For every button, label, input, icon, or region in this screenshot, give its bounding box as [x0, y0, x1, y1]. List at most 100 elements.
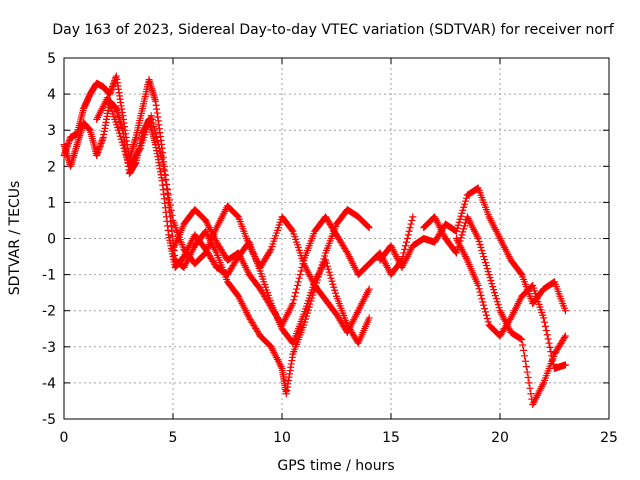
data-point-marker [150, 123, 158, 131]
y-tick-label: -1 [42, 268, 56, 284]
data-point-marker [476, 241, 484, 249]
data-point-marker [474, 281, 482, 289]
data-point-marker [452, 227, 460, 235]
grid-lines [64, 58, 609, 419]
data-point-marker [151, 126, 159, 134]
data-point-marker [546, 343, 554, 351]
data-point-marker [406, 224, 414, 232]
series-trace-c [93, 94, 373, 336]
data-point-marker [164, 191, 172, 199]
data-point-marker [493, 298, 501, 306]
data-point-marker [461, 219, 469, 227]
data-point-marker [541, 322, 549, 330]
data-point-marker [298, 263, 306, 271]
y-tick-label: -3 [42, 340, 56, 356]
y-tick-label: 4 [47, 87, 56, 103]
data-point-marker [517, 335, 525, 343]
data-point-marker [323, 262, 331, 270]
data-point-marker [486, 274, 494, 282]
x-tick-label: 25 [600, 430, 618, 446]
data-point-marker [153, 133, 161, 141]
data-point-marker [561, 332, 569, 340]
data-point-marker [481, 259, 489, 267]
data-point-marker [325, 268, 333, 276]
data-point-marker [453, 246, 461, 254]
data-point-marker [365, 285, 373, 293]
data-point-marker [458, 209, 466, 217]
data-point-marker [407, 220, 415, 228]
data-point-marker [457, 212, 465, 220]
data-point-marker [521, 357, 529, 365]
data-point-marker [116, 132, 124, 140]
data-point-marker [332, 289, 340, 297]
data-point-marker [461, 222, 469, 230]
data-point-marker [115, 126, 122, 134]
series-trace-f [420, 213, 569, 409]
data-point-marker [540, 314, 548, 322]
data-point-marker [404, 231, 412, 239]
data-point-marker [476, 288, 484, 296]
data-point-marker [547, 348, 555, 356]
y-axis-label: SDTVAR / TECUs [7, 181, 23, 296]
data-point-marker [457, 234, 465, 242]
data-point-marker [453, 224, 461, 232]
data-point-marker [168, 211, 176, 219]
data-point-marker [166, 201, 174, 209]
data-point-marker [299, 260, 307, 268]
data-point-marker [522, 363, 530, 371]
data-point-marker [331, 286, 339, 294]
data-point-marker [148, 115, 156, 123]
data-point-marker [541, 318, 549, 326]
data-point-marker [456, 215, 464, 223]
data-point-marker [324, 265, 332, 273]
x-tick-label: 10 [273, 430, 291, 446]
chart-title: Day 163 of 2023, Sidereal Day-to-day VTE… [52, 22, 614, 38]
data-point-marker [550, 360, 558, 368]
data-point-marker [526, 384, 534, 392]
data-point-marker [478, 247, 486, 255]
data-point-marker [479, 298, 487, 306]
data-point-marker [295, 274, 303, 282]
data-point-marker [162, 176, 170, 184]
data-point-marker [408, 216, 416, 224]
data-point-marker [293, 285, 301, 293]
x-tick-label: 15 [382, 430, 400, 446]
data-point-marker [322, 256, 330, 264]
data-point-marker [561, 361, 569, 369]
data-point-marker [544, 335, 552, 343]
data-point-marker [290, 296, 298, 304]
data-point-marker [482, 262, 490, 270]
data-point-marker [165, 196, 173, 204]
y-tick-label: -4 [42, 376, 56, 392]
data-point-marker [122, 150, 130, 158]
data-point-marker [160, 165, 168, 173]
data-point-marker [475, 238, 483, 246]
data-point-marker [300, 321, 308, 329]
data-point-marker [405, 227, 413, 235]
data-point-marker [266, 247, 274, 255]
data-markers [60, 72, 569, 409]
data-point-marker [147, 112, 155, 120]
data-point-marker [494, 301, 502, 309]
data-point-marker [164, 186, 172, 194]
data-point-marker [288, 226, 296, 234]
data-point-marker [402, 242, 410, 250]
data-point-marker [549, 356, 557, 364]
data-point-marker [527, 390, 535, 398]
series-trace-e [376, 184, 569, 315]
data-point-marker [121, 147, 129, 155]
x-axis-label: GPS time / hours [277, 458, 394, 474]
data-point-marker [518, 336, 526, 344]
data-point-marker [403, 235, 411, 242]
y-tick-label: 1 [47, 195, 56, 211]
data-point-marker [488, 280, 496, 288]
data-point-marker [480, 253, 488, 261]
data-point-marker [523, 368, 531, 376]
data-point-marker [479, 250, 487, 258]
data-point-marker [167, 206, 175, 214]
data-point-marker [459, 228, 467, 236]
data-point-marker [481, 256, 489, 264]
data-point-marker [484, 268, 492, 276]
data-point-marker [461, 197, 469, 205]
data-point-marker [330, 283, 338, 291]
